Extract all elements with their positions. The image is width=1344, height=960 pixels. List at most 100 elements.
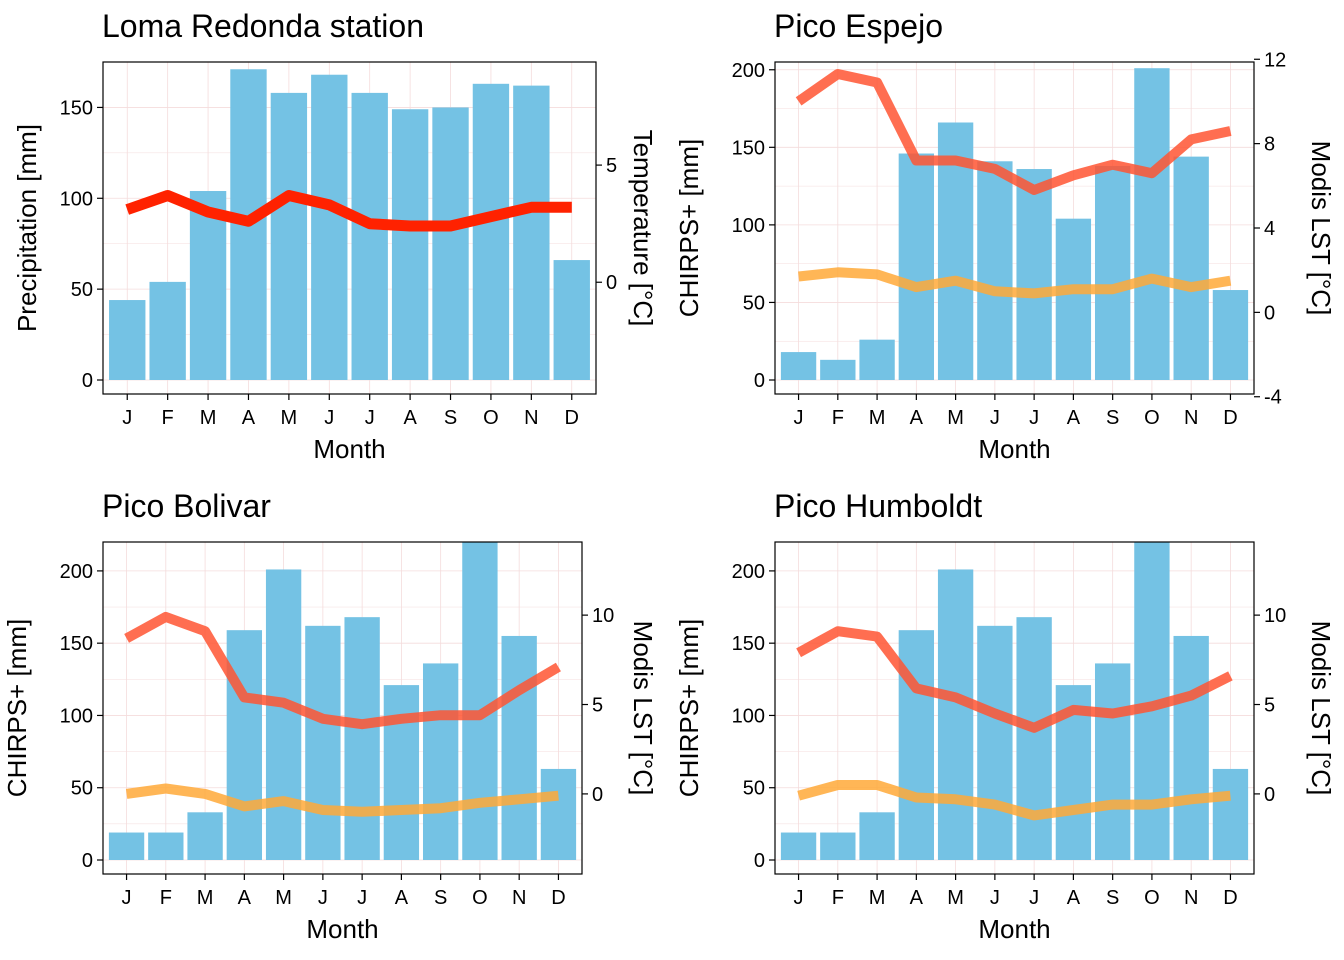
- x-tick-label: M: [947, 887, 964, 909]
- plot-frame: [774, 541, 1255, 875]
- bar: [148, 832, 184, 860]
- bar: [305, 625, 341, 860]
- y-tick-label: 100: [732, 705, 765, 727]
- x-tick-label: A: [1067, 887, 1081, 909]
- x-tick-label: N: [1184, 407, 1198, 429]
- y-axis-title: Precipitation [mm]: [12, 124, 42, 332]
- y2-tick-label: 0: [1264, 784, 1275, 806]
- bar: [149, 281, 186, 380]
- bar: [501, 635, 537, 860]
- x-tick-label: O: [483, 407, 499, 429]
- y-axis-title: CHIRPS+ [mm]: [674, 619, 704, 797]
- bar: [780, 352, 817, 380]
- series-line: [798, 267, 1232, 299]
- bar: [1134, 68, 1170, 380]
- y-tick-label: 200: [60, 561, 93, 583]
- bar: [898, 153, 935, 380]
- y-tick-label: 100: [732, 215, 765, 237]
- y-tick-label: 50: [71, 279, 93, 301]
- x-tick-label: O: [1144, 887, 1160, 909]
- x-tick-label: A: [910, 887, 924, 909]
- y-tick-label: 0: [754, 850, 765, 872]
- y-axis-title: CHIRPS+ [mm]: [674, 139, 704, 317]
- y2-tick-label: 0: [1264, 302, 1275, 324]
- y-tick-label: 150: [60, 97, 93, 119]
- bar: [859, 812, 895, 860]
- bar: [1173, 635, 1209, 860]
- y2-tick-label: 10: [1264, 605, 1286, 627]
- x-tick-label: J: [122, 887, 132, 909]
- x-tick-label: M: [200, 407, 217, 429]
- x-tick-label: A: [395, 887, 409, 909]
- bar: [462, 542, 498, 860]
- bar: [1016, 617, 1052, 860]
- x-axis-title: Month: [978, 914, 1050, 944]
- x-tick-label: J: [324, 407, 334, 429]
- bar: [977, 625, 1013, 860]
- y-tick-label: 0: [82, 370, 93, 392]
- y2-tick-label: 5: [592, 695, 603, 717]
- series-line: [796, 626, 1233, 733]
- chart-plot: 0 50 100 150 200 0 5 10 J F M A M J J A S O N D Month CHIRPS+…: [2, 541, 658, 944]
- bar: [311, 74, 348, 380]
- bar: [513, 85, 550, 380]
- bar: [391, 109, 429, 380]
- x-axis-title: Month: [978, 434, 1050, 464]
- chart-panel-loma-redonda: Loma Redonda station 0 50 100 150 0 5 J F M A M J J A…: [0, 0, 672, 480]
- x-tick-label: N: [524, 407, 538, 429]
- x-tick-label: M: [869, 407, 886, 429]
- x-tick-label: F: [832, 407, 844, 429]
- x-tick-label: S: [1106, 887, 1119, 909]
- y2-tick-label: 5: [606, 155, 617, 177]
- y-tick-label: 100: [60, 705, 93, 727]
- y2-axis-title: Modis LST [°C]: [628, 621, 658, 796]
- series-line: [797, 780, 1231, 821]
- series-line: [125, 190, 572, 232]
- chart-plot: 0 50 100 150 200 0 5 10 J F M A M J J A S O N D Month CHIRPS+…: [674, 541, 1336, 944]
- x-tick-label: A: [238, 887, 252, 909]
- bar: [820, 832, 856, 860]
- bar: [344, 617, 380, 860]
- chart-title: Pico Humboldt: [774, 488, 983, 524]
- y-axis-title: CHIRPS+ [mm]: [2, 619, 32, 797]
- x-tick-label: N: [1184, 887, 1198, 909]
- x-tick-label: M: [197, 887, 214, 909]
- y2-axis-title: Modis LST [°C]: [1306, 141, 1336, 316]
- plot-frame: [102, 541, 583, 875]
- x-tick-label: J: [365, 407, 375, 429]
- bar: [187, 812, 223, 860]
- x-tick-label: J: [318, 887, 328, 909]
- y-tick-label: 200: [732, 561, 765, 583]
- y2-tick-label: 5: [1264, 695, 1275, 717]
- bar: [432, 107, 469, 380]
- bar: [422, 663, 459, 860]
- x-tick-label: S: [444, 407, 457, 429]
- x-tick-label: O: [472, 887, 488, 909]
- y-tick-label: 200: [732, 60, 765, 82]
- series-line: [795, 69, 1232, 195]
- bar: [1094, 165, 1131, 380]
- x-tick-label: J: [794, 407, 804, 429]
- bar: [820, 359, 856, 380]
- y-tick-label: 50: [743, 778, 765, 800]
- plot-frame: [102, 61, 597, 395]
- y2-tick-label: -4: [1264, 387, 1282, 409]
- series-line: [125, 783, 559, 817]
- chart-panel-pico-humboldt: Pico Humboldt 0 50 100 150 200 0 5 10 J F M A M J J A S O…: [672, 480, 1344, 960]
- bar: [1055, 218, 1092, 380]
- bar: [977, 161, 1013, 380]
- bar: [189, 191, 227, 380]
- y-tick-label: 150: [732, 633, 765, 655]
- x-tick-label: F: [162, 407, 174, 429]
- x-tick-label: O: [1144, 407, 1160, 429]
- x-tick-label: M: [869, 887, 886, 909]
- x-tick-label: S: [434, 887, 447, 909]
- x-tick-label: A: [1067, 407, 1081, 429]
- x-tick-label: J: [990, 407, 1000, 429]
- x-tick-label: F: [832, 887, 844, 909]
- chart-plot: 0 50 100 150 0 5 J F M A M J J A S O N D Month Precipitatio…: [12, 61, 658, 464]
- bar: [1173, 156, 1209, 380]
- chart-panel-pico-espejo: Pico Espejo 0 50 100 150 200 -4 0 4 8 12 J F M A M J J A S…: [672, 0, 1344, 480]
- bar: [472, 83, 510, 380]
- y-tick-label: 0: [754, 370, 765, 392]
